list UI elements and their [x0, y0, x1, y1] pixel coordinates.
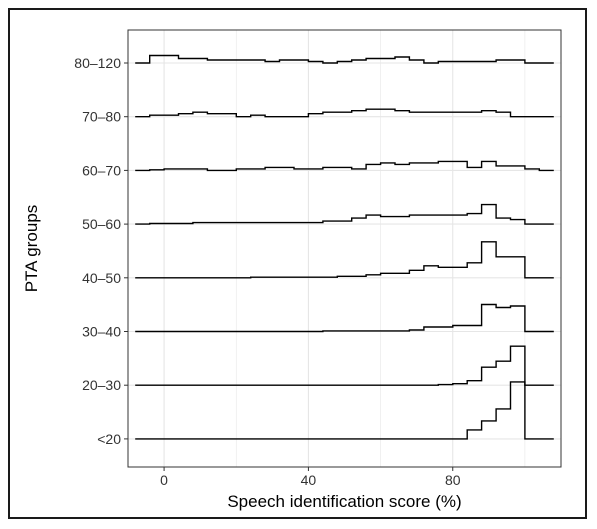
x-axis-ticks: 0 40 80: [160, 467, 461, 488]
x-axis-title: Speech identification score (%): [227, 492, 461, 511]
series-line-4: [135, 203, 554, 225]
y-tick-label: 80–120: [74, 55, 121, 71]
figure-frame: 80–120 70–80 60–70 50–60 40–50 30–40 20–30 <20 …: [8, 8, 587, 519]
series-line-7: [135, 345, 554, 386]
y-tick-label: <20: [97, 431, 121, 447]
series-lines: [135, 54, 554, 440]
y-axis-ticks: 80–120 70–80 60–70 50–60 40–50 30–40 20–30 <20: [74, 55, 128, 447]
y-tick-label: 60–70: [82, 162, 121, 178]
vertical-gridlines: [163, 30, 526, 467]
y-tick-label: 40–50: [82, 270, 121, 286]
series-line-8: [135, 381, 554, 440]
y-tick-label: 50–60: [82, 216, 121, 232]
y-axis-title: PTA groups: [22, 205, 41, 293]
series-line-5: [135, 241, 554, 279]
plot-panel: [128, 30, 561, 467]
panel-border: [127, 29, 562, 468]
ridgeline-chart: 80–12070–8060–7050–6040–5030–4020–30<20 …: [22, 29, 562, 511]
x-tick-label: 80: [445, 472, 461, 488]
y-tick-label: 70–80: [82, 109, 121, 125]
series-line-6: [135, 303, 554, 333]
series-line-3: [135, 160, 554, 172]
series-line-2: [135, 108, 554, 118]
y-tick-label: 30–40: [82, 324, 121, 340]
x-tick-label: 0: [160, 472, 168, 488]
series-line-1: [135, 54, 554, 64]
y-tick-label: 20–30: [82, 377, 121, 393]
x-tick-label: 40: [301, 472, 317, 488]
